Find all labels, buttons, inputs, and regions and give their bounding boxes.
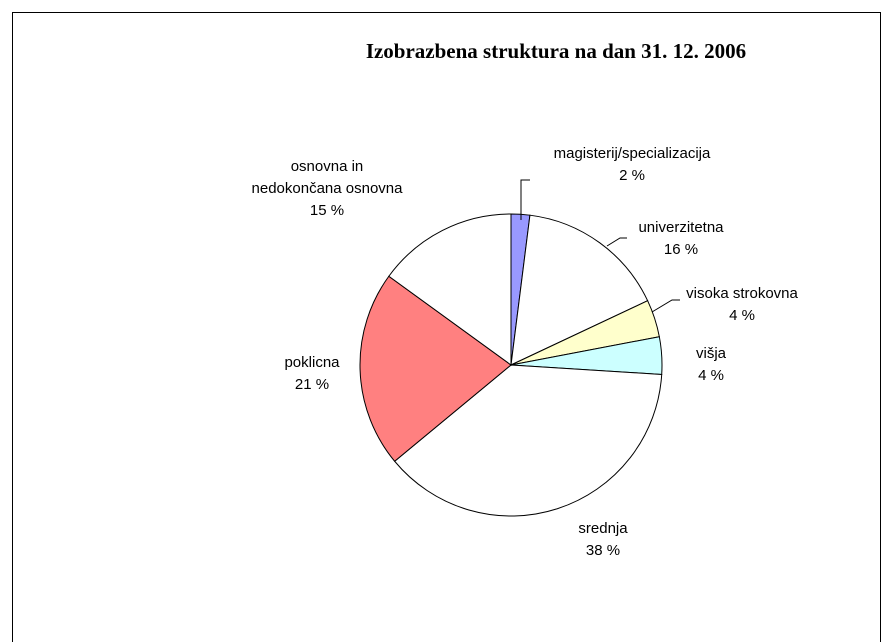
slice-label: univerzitetna 16 % xyxy=(621,217,741,261)
value-label: 38 % xyxy=(585,542,621,559)
slice-label: poklicna 21 % xyxy=(262,352,362,396)
slice-label: magisterij/specializacija 2 % xyxy=(532,143,732,187)
pie-slice xyxy=(510,214,649,366)
value-label: 2 % xyxy=(619,167,645,184)
frame xyxy=(12,12,881,642)
pie-slice xyxy=(359,275,512,462)
slice-label: srednja 38 % xyxy=(553,518,653,562)
value-label: 4 % xyxy=(698,367,724,384)
value-label: 15 % xyxy=(309,202,345,219)
leader-line xyxy=(651,299,680,313)
pie-slice xyxy=(393,364,663,517)
category-label: višja xyxy=(695,345,726,362)
slice-label: osnovna in nedokončana osnovna 15 % xyxy=(245,156,410,222)
pie-slice xyxy=(388,213,512,366)
leader-lines xyxy=(520,179,680,313)
slices xyxy=(359,213,663,517)
category-label: visoka strokovna xyxy=(686,285,798,302)
category-label: magisterij/specializacija xyxy=(553,145,711,162)
slice-label: višja 4 % xyxy=(671,343,751,387)
value-label: 21 % xyxy=(294,376,330,393)
category-label: univerzitetna xyxy=(638,219,724,236)
category-label: poklicna xyxy=(284,354,340,371)
chart-title: Izobrazbena struktura na dan 31. 12. 200… xyxy=(366,39,746,63)
leader-line xyxy=(520,179,530,220)
category-label: osnovna in nedokončana osnovna xyxy=(251,158,403,197)
category-label: srednja xyxy=(578,520,628,537)
value-label: 16 % xyxy=(663,241,699,258)
slice-label: visoka strokovna 4 % xyxy=(662,283,822,327)
leader-line xyxy=(606,237,627,247)
value-label: 4 % xyxy=(729,307,755,324)
